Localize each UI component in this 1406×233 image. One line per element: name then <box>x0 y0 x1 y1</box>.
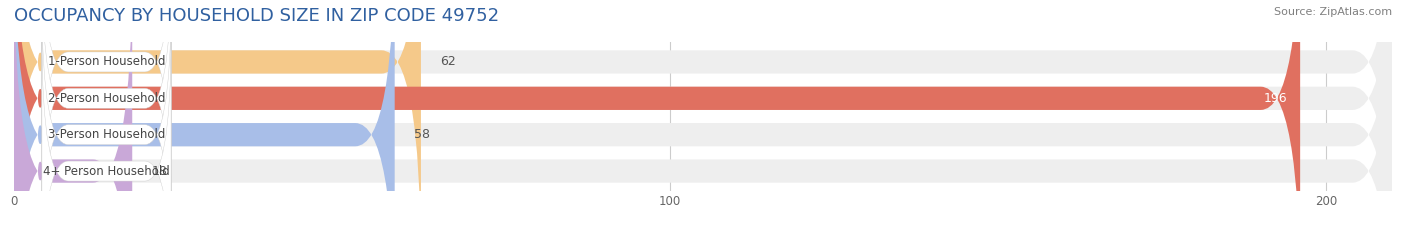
Text: 18: 18 <box>152 164 167 178</box>
FancyBboxPatch shape <box>42 0 172 233</box>
FancyBboxPatch shape <box>14 0 1392 233</box>
Text: OCCUPANCY BY HOUSEHOLD SIZE IN ZIP CODE 49752: OCCUPANCY BY HOUSEHOLD SIZE IN ZIP CODE … <box>14 7 499 25</box>
Text: 196: 196 <box>1264 92 1286 105</box>
Text: 58: 58 <box>415 128 430 141</box>
Circle shape <box>39 162 42 180</box>
FancyBboxPatch shape <box>14 0 1392 233</box>
Text: 3-Person Household: 3-Person Household <box>48 128 165 141</box>
Circle shape <box>39 90 42 107</box>
FancyBboxPatch shape <box>14 0 1301 233</box>
Text: 62: 62 <box>440 55 457 69</box>
Circle shape <box>39 53 42 71</box>
FancyBboxPatch shape <box>14 0 420 233</box>
Text: 2-Person Household: 2-Person Household <box>48 92 166 105</box>
FancyBboxPatch shape <box>14 0 1392 233</box>
FancyBboxPatch shape <box>42 0 172 197</box>
Text: 1-Person Household: 1-Person Household <box>48 55 166 69</box>
FancyBboxPatch shape <box>42 36 172 233</box>
Text: 4+ Person Household: 4+ Person Household <box>44 164 170 178</box>
FancyBboxPatch shape <box>14 0 132 233</box>
FancyBboxPatch shape <box>14 0 395 233</box>
FancyBboxPatch shape <box>42 0 172 233</box>
FancyBboxPatch shape <box>14 0 1392 233</box>
Circle shape <box>39 126 42 143</box>
Text: Source: ZipAtlas.com: Source: ZipAtlas.com <box>1274 7 1392 17</box>
